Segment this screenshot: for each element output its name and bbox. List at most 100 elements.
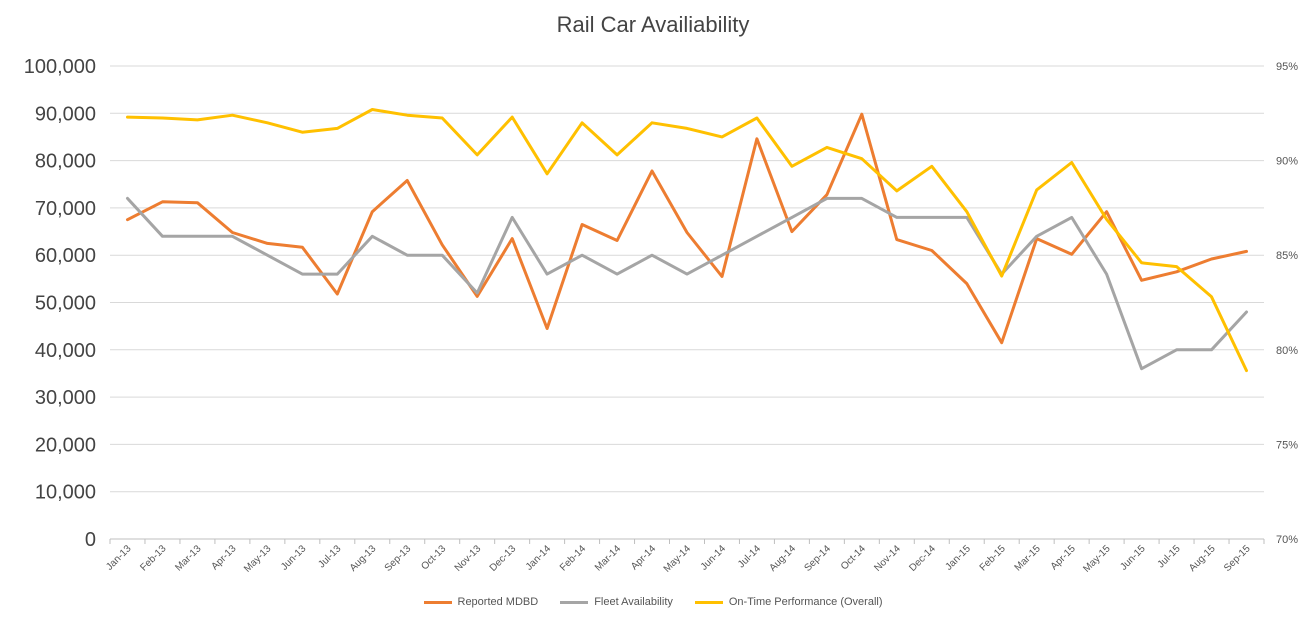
x-tick-label: Jun-15 — [1118, 543, 1148, 573]
legend-item-fleet-availability[interactable]: Fleet Availability — [560, 596, 673, 608]
legend-label: On-Time Performance (Overall) — [728, 596, 883, 608]
data-point-fleet-availability — [1035, 235, 1038, 238]
data-point-fleet-availability — [755, 235, 758, 238]
data-point-fleet-availability — [441, 254, 444, 257]
data-point-reported-mdbd — [616, 239, 619, 242]
data-point-on-time-performance-overall — [161, 117, 164, 120]
y-left-tick-label: 50,000 — [35, 293, 96, 315]
x-tick-label: Mar-15 — [1013, 543, 1043, 573]
data-point-reported-mdbd — [825, 193, 828, 196]
x-tick-label: Feb-15 — [978, 543, 1008, 573]
x-tick-label: Mar-14 — [593, 543, 623, 573]
x-tick-label: Dec-13 — [488, 543, 519, 574]
data-point-on-time-performance-overall — [1140, 261, 1143, 264]
data-point-fleet-availability — [825, 197, 828, 200]
data-point-fleet-availability — [406, 254, 409, 257]
y-left-tick-label: 90,000 — [35, 103, 96, 125]
x-tick-label: Jun-14 — [699, 543, 729, 573]
y-right-tick-label: 75% — [1276, 439, 1298, 451]
data-point-reported-mdbd — [546, 327, 549, 330]
x-tick-label: Dec-14 — [907, 543, 938, 574]
data-point-on-time-performance-overall — [581, 121, 584, 124]
data-point-fleet-availability — [476, 292, 479, 295]
data-point-on-time-performance-overall — [1210, 295, 1213, 298]
y-left-tick-label: 40,000 — [35, 340, 96, 362]
data-point-fleet-availability — [1245, 311, 1248, 314]
data-point-on-time-performance-overall — [546, 172, 549, 175]
legend-label: Fleet Availability — [594, 596, 673, 608]
legend-swatch-on-time-performance — [694, 600, 723, 604]
data-point-on-time-performance-overall — [441, 117, 444, 120]
data-point-fleet-availability — [301, 273, 304, 276]
x-tick-label: Oct-14 — [839, 543, 868, 572]
data-point-on-time-performance-overall — [860, 157, 863, 160]
x-tick-label: May-14 — [662, 543, 694, 575]
data-point-fleet-availability — [1070, 216, 1073, 219]
y-right-tick-label: 90% — [1276, 156, 1298, 168]
legend-item-on-time-performance[interactable]: On-Time Performance (Overall) — [694, 596, 883, 608]
x-tick-label: Nov-13 — [453, 543, 484, 574]
data-point-on-time-performance-overall — [301, 131, 304, 134]
data-point-reported-mdbd — [686, 231, 689, 234]
x-tick-label: Nov-14 — [872, 543, 903, 574]
data-point-reported-mdbd — [406, 179, 409, 182]
series-lines — [126, 108, 1248, 373]
data-point-reported-mdbd — [651, 170, 654, 173]
gridlines — [110, 65, 1264, 540]
y-left-tick-label: 20,000 — [35, 434, 96, 456]
data-point-reported-mdbd — [860, 113, 863, 116]
x-tick-label: Feb-14 — [558, 543, 588, 573]
data-point-fleet-availability — [930, 216, 933, 219]
data-point-on-time-performance-overall — [1175, 265, 1178, 268]
y-right-tick-label: 70% — [1276, 534, 1298, 546]
data-point-on-time-performance-overall — [336, 127, 339, 130]
data-point-on-time-performance-overall — [196, 118, 199, 121]
y-left-tick-label: 70,000 — [35, 198, 96, 220]
x-tick-label: Aug-14 — [767, 543, 798, 574]
x-tick-label: Apr-13 — [210, 543, 239, 572]
data-point-fleet-availability — [1105, 273, 1108, 276]
data-point-on-time-performance-overall — [895, 189, 898, 192]
y-left-tick-label: 60,000 — [35, 245, 96, 267]
x-tick-label: Oct-13 — [419, 543, 448, 572]
x-tick-label: Apr-14 — [629, 543, 658, 572]
series-line-on-time-performance-overall — [126, 108, 1248, 373]
x-tick-label: Sep-13 — [383, 543, 414, 574]
x-tick-label: Jul-15 — [1156, 543, 1183, 570]
data-point-on-time-performance-overall — [1035, 188, 1038, 191]
data-point-reported-mdbd — [721, 275, 724, 278]
data-point-reported-mdbd — [301, 246, 304, 249]
x-tick-label: Aug-15 — [1187, 543, 1218, 574]
data-point-reported-mdbd — [1140, 279, 1143, 282]
data-point-reported-mdbd — [930, 249, 933, 252]
data-point-fleet-availability — [895, 216, 898, 219]
data-point-reported-mdbd — [1070, 253, 1073, 256]
y-left-tick-label: 0 — [85, 529, 96, 551]
x-tick-label: Jan-14 — [524, 543, 554, 573]
right-axis: 70% 75% 80% 85% 90% 95% — [1276, 61, 1298, 546]
data-point-reported-mdbd — [1000, 341, 1003, 344]
data-point-on-time-performance-overall — [371, 108, 374, 111]
legend-label: Reported MDBD — [457, 596, 539, 608]
legend-item-reported-mdbd[interactable]: Reported MDBD — [423, 596, 539, 608]
y-right-tick-label: 80% — [1276, 345, 1298, 357]
data-point-on-time-performance-overall — [825, 146, 828, 149]
legend: Reported MDBD Fleet Availability On-Time… — [0, 596, 1306, 608]
series-line-reported-mdbd — [126, 112, 1248, 345]
data-point-on-time-performance-overall — [231, 114, 234, 117]
data-point-reported-mdbd — [1245, 250, 1248, 253]
data-point-on-time-performance-overall — [126, 116, 129, 119]
data-point-on-time-performance-overall — [1000, 275, 1003, 278]
data-point-fleet-availability — [161, 235, 164, 238]
data-point-reported-mdbd — [196, 201, 199, 204]
data-point-fleet-availability — [686, 273, 689, 276]
data-point-on-time-performance-overall — [616, 153, 619, 156]
data-point-reported-mdbd — [895, 238, 898, 241]
data-point-fleet-availability — [371, 235, 374, 238]
y-right-tick-label: 85% — [1276, 250, 1298, 262]
data-point-fleet-availability — [1210, 348, 1213, 351]
data-point-on-time-performance-overall — [721, 135, 724, 138]
data-point-reported-mdbd — [336, 293, 339, 296]
